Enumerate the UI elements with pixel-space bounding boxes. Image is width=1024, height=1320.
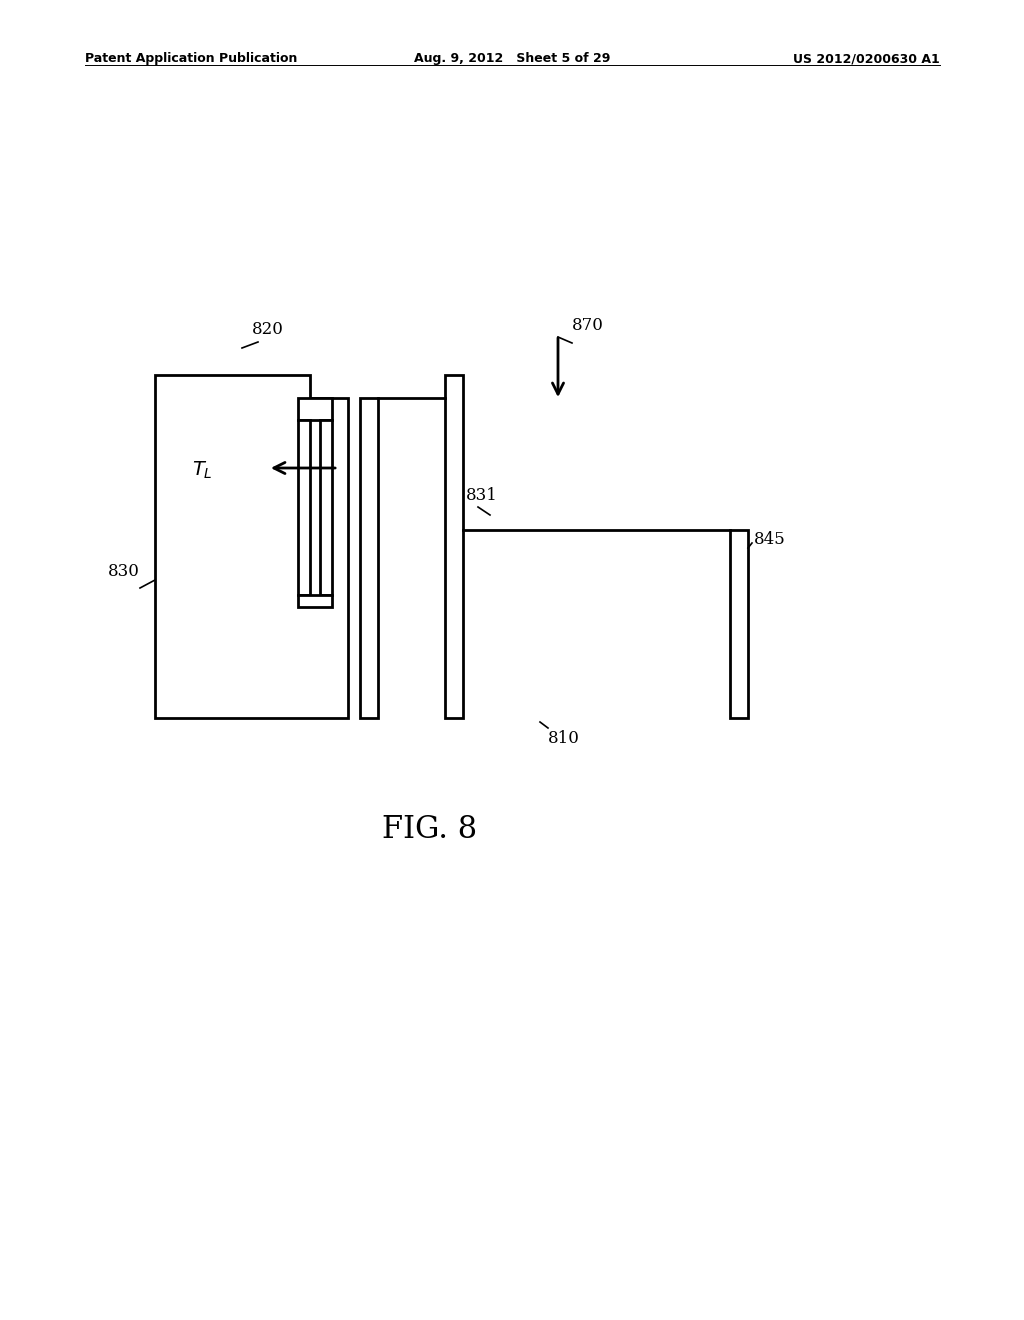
Text: Patent Application Publication: Patent Application Publication [85, 51, 297, 65]
Bar [298, 595, 332, 607]
Bar [319, 420, 332, 595]
Text: Aug. 9, 2012   Sheet 5 of 29: Aug. 9, 2012 Sheet 5 of 29 [414, 51, 610, 65]
Bar [298, 420, 310, 595]
Text: FIG. 8: FIG. 8 [382, 814, 477, 846]
Text: US 2012/0200630 A1: US 2012/0200630 A1 [794, 51, 940, 65]
Bar [298, 399, 332, 420]
Bar [445, 375, 463, 718]
Text: 830: 830 [108, 564, 140, 581]
Bar [360, 399, 378, 718]
Text: 870: 870 [572, 317, 604, 334]
Polygon shape [155, 375, 348, 718]
Text: 845: 845 [754, 532, 785, 549]
Text: $T_L$: $T_L$ [193, 459, 213, 480]
Bar [730, 531, 748, 718]
Text: 820: 820 [252, 321, 284, 338]
Text: 831: 831 [466, 487, 498, 503]
Text: 810: 810 [548, 730, 580, 747]
